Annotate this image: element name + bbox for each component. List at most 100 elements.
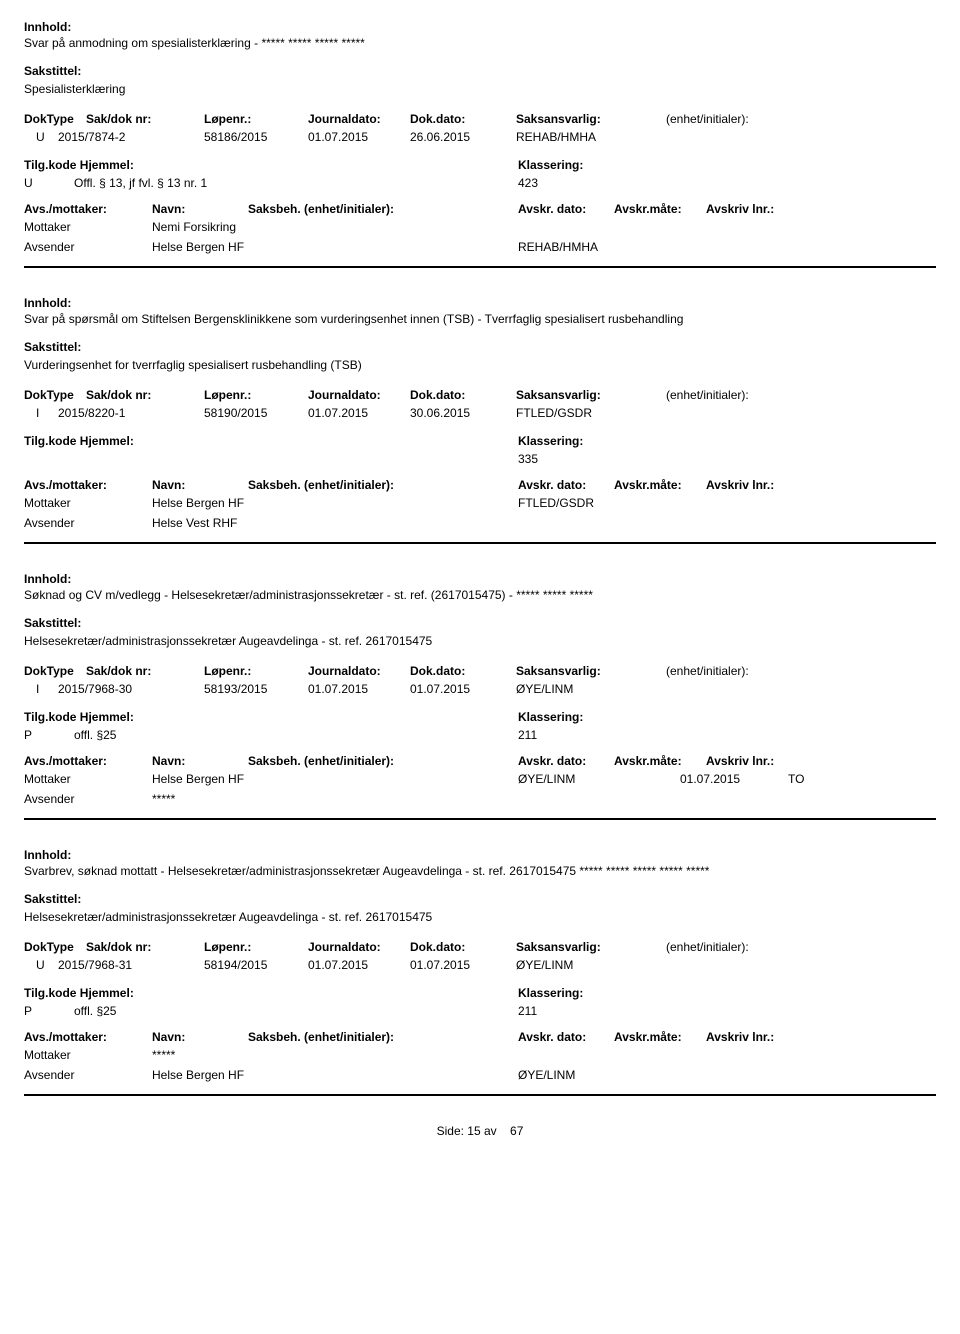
col-dokdato: Dok.dato:	[410, 940, 516, 954]
innhold-text: Svar på spørsmål om Stiftelsen Bergenskl…	[24, 312, 936, 326]
avsender-saksbeh: REHAB/HMHA	[518, 240, 936, 254]
col-sakdoknr: Sak/dok nr:	[86, 388, 204, 402]
header-row: DokType Sak/dok nr: Løpenr.: Journaldato…	[24, 940, 936, 954]
tilg-header-row: Tilg.kode Hjemmel: Klassering:	[24, 434, 936, 448]
hjemmel-label: Hjemmel:	[80, 710, 134, 724]
header-row: DokType Sak/dok nr: Løpenr.: Journaldato…	[24, 388, 936, 402]
mottaker-name: Nemi Forsikring	[152, 220, 518, 234]
val-saksansvarlig: REHAB/HMHA	[516, 130, 666, 144]
saksbeh-enhet-label: (enhet/initialer):	[304, 478, 394, 492]
col-enhet: (enhet/initialer):	[666, 664, 936, 678]
avsmottaker-label: Avs./mottaker:	[24, 754, 152, 768]
val-saksansvarlig: FTLED/GSDR	[516, 406, 666, 420]
saksbeh-label: Saksbeh.	[248, 1030, 301, 1044]
col-enhet: (enhet/initialer):	[666, 940, 936, 954]
sakstittel-text: Vurderingsenhet for tverrfaglig spesiali…	[24, 358, 936, 372]
val-journaldato: 01.07.2015	[308, 958, 410, 972]
saksbeh-label: Saksbeh.	[248, 478, 301, 492]
innhold-text: Svarbrev, søknad mottatt - Helsesekretær…	[24, 864, 936, 878]
navn-label: Navn:	[152, 754, 248, 768]
mottaker-mate	[788, 1048, 936, 1062]
value-row: I 2015/7968-30 58193/2015 01.07.2015 01.…	[24, 682, 936, 696]
val-dokdato: 01.07.2015	[410, 958, 516, 972]
avsender-row: Avsender Helse Bergen HF ØYE/LINM	[24, 1068, 936, 1082]
avsender-role: Avsender	[24, 1068, 152, 1082]
col-dokdato: Dok.dato:	[410, 112, 516, 126]
avskrivlnr-label: Avskriv lnr.:	[706, 202, 936, 216]
col-journaldato: Journaldato:	[308, 112, 410, 126]
header-row: DokType Sak/dok nr: Løpenr.: Journaldato…	[24, 112, 936, 126]
record-separator	[24, 1094, 936, 1096]
innhold-label: Innhold:	[24, 848, 936, 862]
innhold-label: Innhold:	[24, 296, 936, 310]
mottaker-row: Mottaker Helse Bergen HF ØYE/LINM 01.07.…	[24, 772, 936, 786]
value-row: U 2015/7968-31 58194/2015 01.07.2015 01.…	[24, 958, 936, 972]
col-sakdoknr: Sak/dok nr:	[86, 664, 204, 678]
mottaker-mate: TO	[788, 772, 936, 786]
avskrmate-label: Avskr.måte:	[614, 1030, 706, 1044]
innhold-label: Innhold:	[24, 20, 936, 34]
col-saksansvarlig: Saksansvarlig:	[516, 388, 666, 402]
val-tilgkode	[24, 452, 74, 466]
avskrdato-label: Avskr. dato:	[518, 1030, 614, 1044]
mottaker-role: Mottaker	[24, 1048, 152, 1062]
sakstittel-label: Sakstittel:	[24, 616, 936, 630]
val-klassering: 211	[518, 728, 936, 742]
col-doktype: DokType	[24, 112, 86, 126]
mottaker-role: Mottaker	[24, 772, 152, 786]
value-row: U 2015/7874-2 58186/2015 01.07.2015 26.0…	[24, 130, 936, 144]
val-sakdoknr: 2015/7968-31	[58, 958, 204, 972]
innhold-text: Svar på anmodning om spesialisterklæring…	[24, 36, 936, 50]
av-label: av	[484, 1124, 497, 1138]
val-klassering: 335	[518, 452, 936, 466]
klassering-label: Klassering:	[518, 986, 936, 1000]
avsender-row: Avsender Helse Vest RHF	[24, 516, 936, 530]
val-saksansvarlig: ØYE/LINM	[516, 958, 666, 972]
avsender-role: Avsender	[24, 792, 152, 806]
col-dokdato: Dok.dato:	[410, 664, 516, 678]
tilg-header-row: Tilg.kode Hjemmel: Klassering:	[24, 158, 936, 172]
mottaker-role: Mottaker	[24, 220, 152, 234]
mottaker-mate	[788, 496, 936, 510]
tilgkode-label: Tilg.kode	[24, 710, 76, 724]
sakstittel-label: Sakstittel:	[24, 340, 936, 354]
record-separator	[24, 818, 936, 820]
avskrmate-label: Avskr.måte:	[614, 202, 706, 216]
col-saksansvarlig: Saksansvarlig:	[516, 940, 666, 954]
page-footer: Side: 15 av 67	[24, 1124, 936, 1138]
page-total: 67	[510, 1124, 523, 1138]
tilg-header-row: Tilg.kode Hjemmel: Klassering:	[24, 986, 936, 1000]
avsender-saksbeh: ØYE/LINM	[518, 1068, 936, 1082]
mottaker-date	[680, 220, 788, 234]
tilgkode-label: Tilg.kode	[24, 434, 76, 448]
avs-header-row: Avs./mottaker: Navn: Saksbeh. (enhet/ini…	[24, 478, 936, 492]
mottaker-date	[680, 496, 788, 510]
avskrivlnr-label: Avskriv lnr.:	[706, 478, 936, 492]
val-lopenr: 58193/2015	[204, 682, 308, 696]
record-separator	[24, 266, 936, 268]
avsender-name: *****	[152, 792, 518, 806]
journal-record: Innhold: Søknad og CV m/vedlegg - Helses…	[24, 572, 936, 820]
hjemmel-label: Hjemmel:	[80, 434, 134, 448]
val-klassering: 423	[518, 176, 936, 190]
col-lopenr: Løpenr.:	[204, 664, 308, 678]
klassering-label: Klassering:	[518, 158, 936, 172]
col-doktype: DokType	[24, 388, 86, 402]
col-journaldato: Journaldato:	[308, 388, 410, 402]
col-enhet: (enhet/initialer):	[666, 388, 936, 402]
navn-label: Navn:	[152, 202, 248, 216]
innhold-label: Innhold:	[24, 572, 936, 586]
mottaker-date: 01.07.2015	[680, 772, 788, 786]
val-tilgkode: P	[24, 1004, 74, 1018]
mottaker-saksbeh	[518, 220, 680, 234]
avskrivlnr-label: Avskriv lnr.:	[706, 1030, 936, 1044]
val-sakdoknr: 2015/7874-2	[58, 130, 204, 144]
avsender-row: Avsender Helse Bergen HF REHAB/HMHA	[24, 240, 936, 254]
val-hjemmel: offl. §25	[74, 728, 518, 742]
mottaker-saksbeh: ØYE/LINM	[518, 772, 680, 786]
mottaker-name: Helse Bergen HF	[152, 496, 518, 510]
val-dokdato: 01.07.2015	[410, 682, 516, 696]
avskrdato-label: Avskr. dato:	[518, 754, 614, 768]
sakstittel-text: Helsesekretær/administrasjonssekretær Au…	[24, 910, 936, 924]
col-enhet: (enhet/initialer):	[666, 112, 936, 126]
